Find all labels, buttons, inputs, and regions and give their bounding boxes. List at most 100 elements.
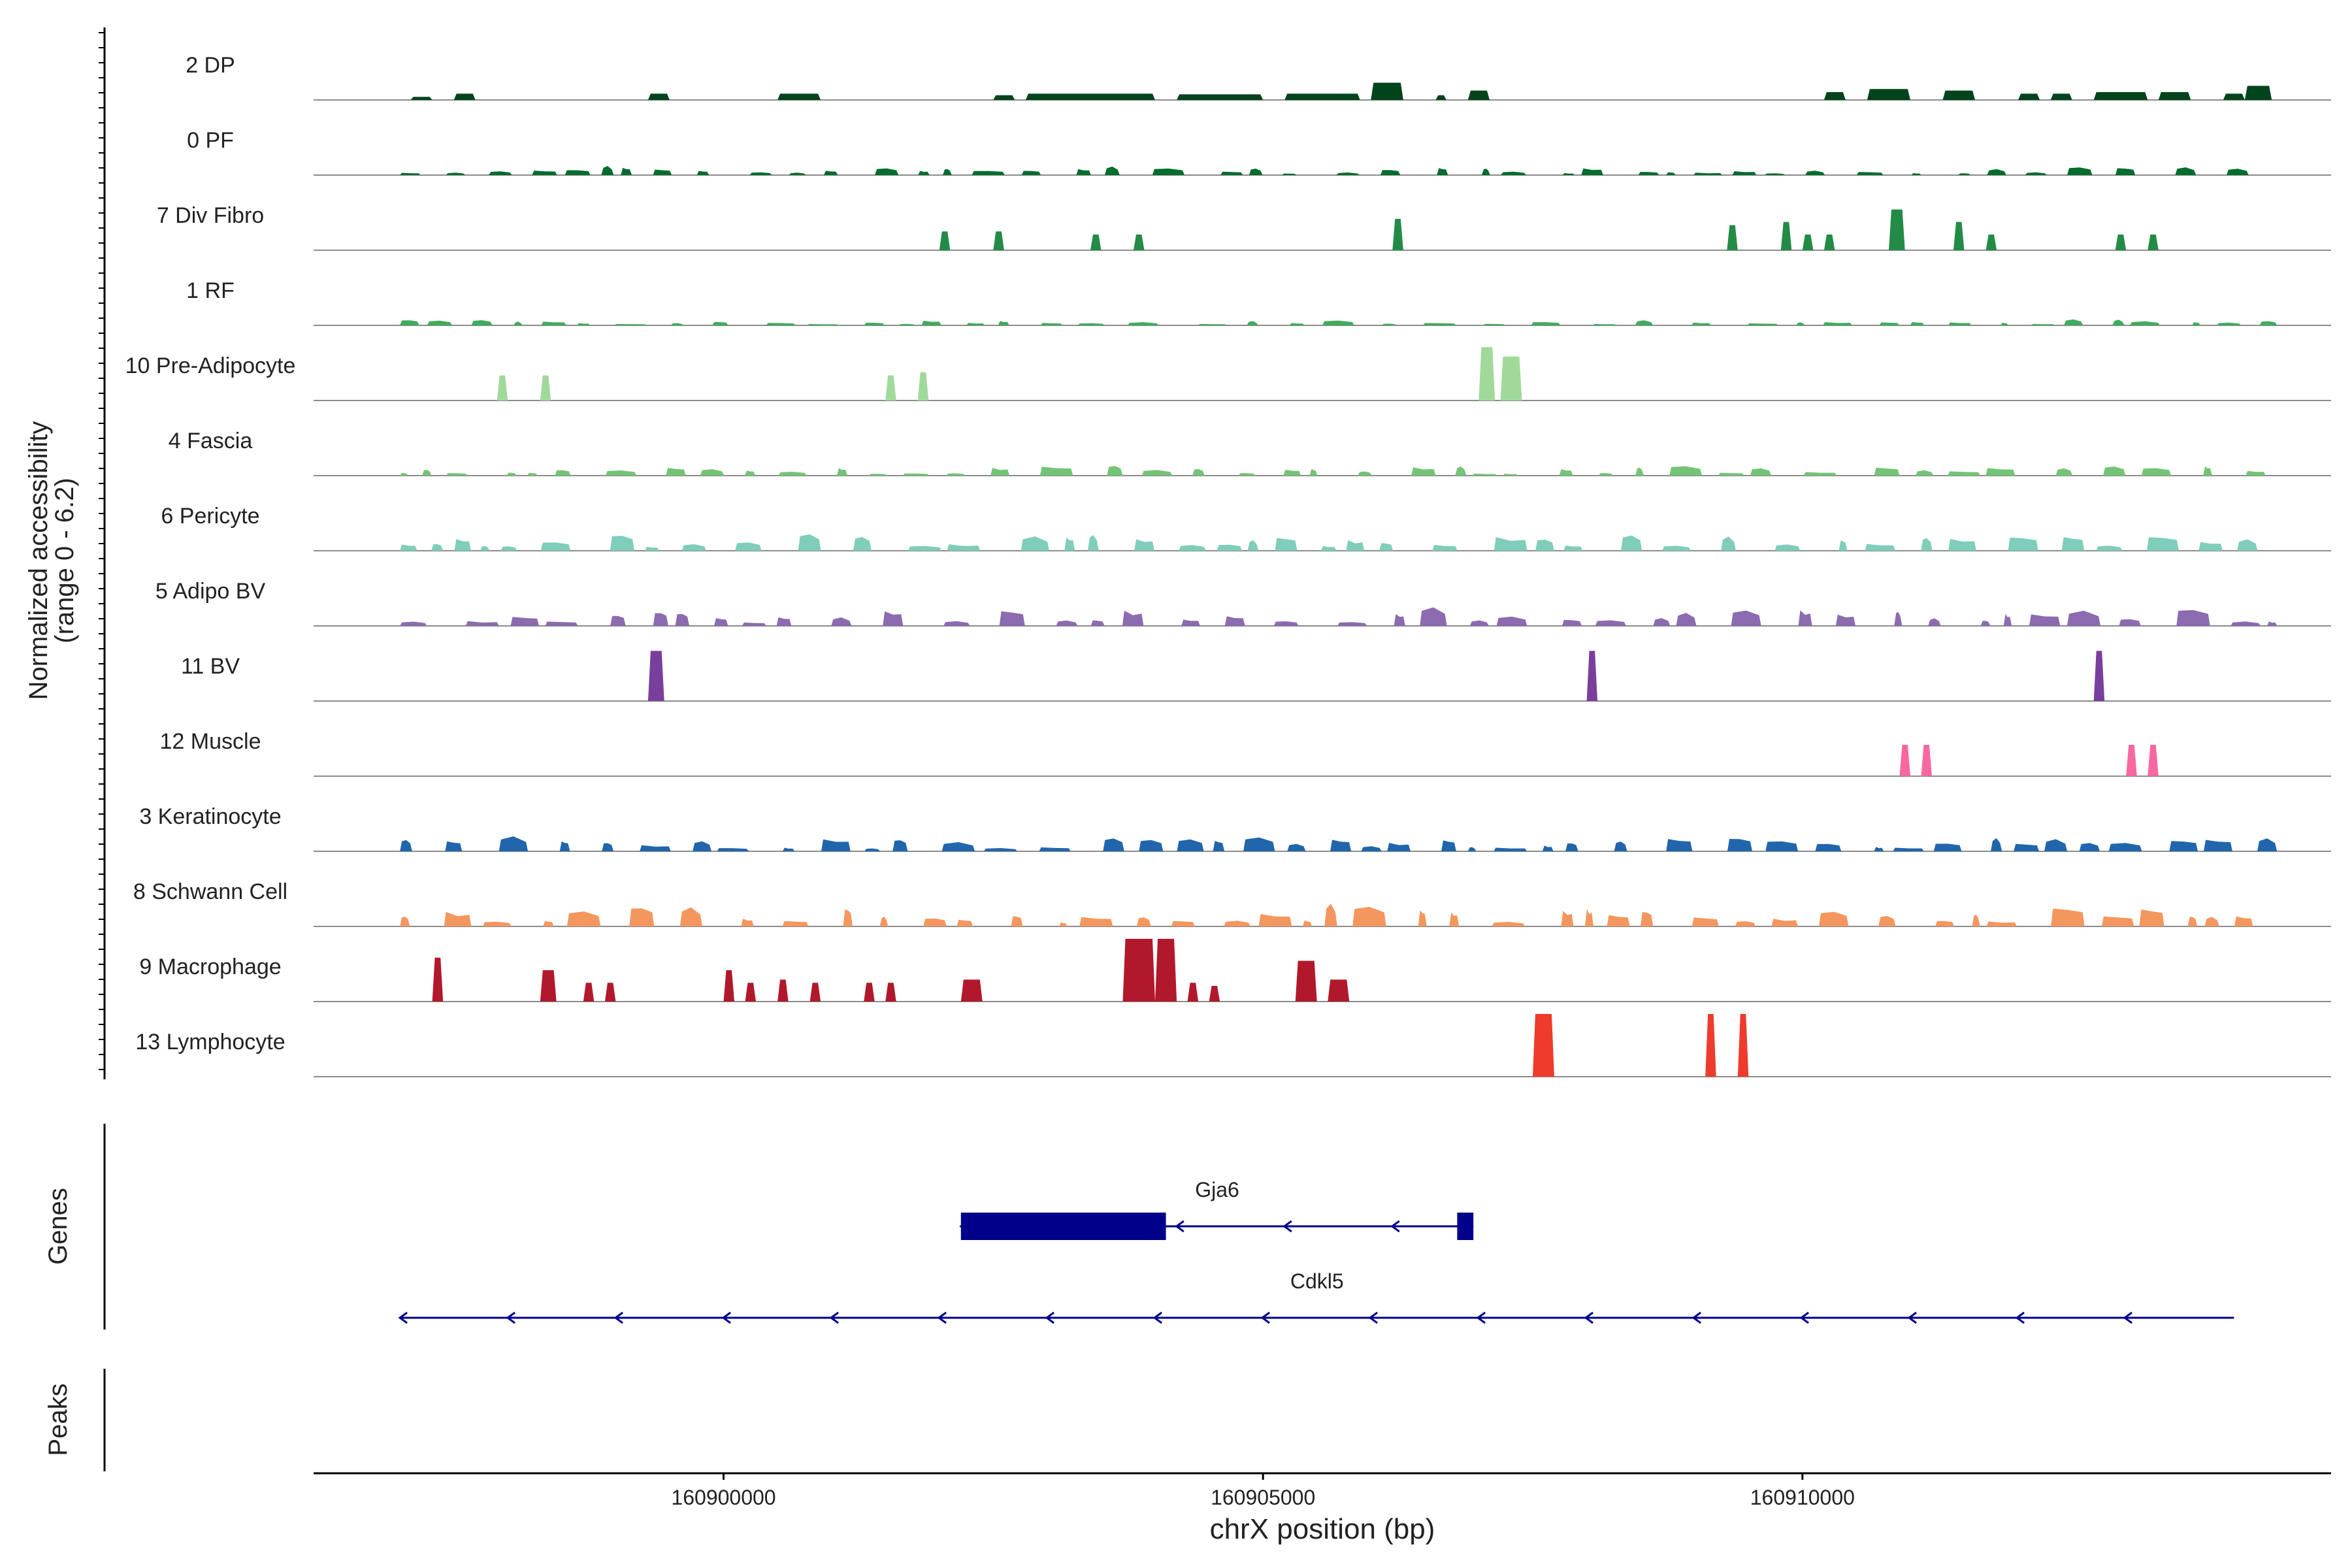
coverage-peak [1727, 225, 1738, 250]
coverage-peak [2018, 93, 2040, 100]
track-4-fascia: 4 Fascia [169, 429, 2331, 476]
coverage-peak [647, 93, 670, 100]
coverage-peak [1737, 1014, 1749, 1077]
x-axis-tick-label: 160900000 [671, 1486, 776, 1509]
strand-arrow [1152, 1311, 1162, 1324]
track-label: 13 Lymphocyte [135, 1030, 285, 1054]
coverage-peak [2050, 93, 2072, 100]
track-11-bv: 11 BV [181, 651, 2331, 702]
strand-arrow [1175, 1220, 1184, 1233]
tracks: 2 DP 0 PF 7 Div Fibro 1 RF 10 Pre-Adipocyte 4… [125, 53, 2331, 1077]
gene-label: Gja6 [1195, 1178, 1239, 1201]
coverage-peak [917, 372, 929, 400]
track-label: 9 Macrophage [139, 955, 281, 979]
track-5-adipo-bv: 5 Adipo BV [155, 579, 2331, 627]
gene-cdkl5: Cdkl5 [398, 1269, 2234, 1324]
coverage-peak [809, 983, 821, 1002]
coverage-peak [864, 983, 875, 1002]
peaks-panel-label: Peaks [44, 1383, 73, 1456]
coverage-peak [1942, 90, 1976, 100]
coverage-peak [2244, 86, 2272, 100]
track-13-lymphocyte: 13 Lymphocyte [135, 1014, 2331, 1077]
coverage-peak [1392, 219, 1403, 250]
coverage-peak [1187, 983, 1199, 1002]
coverage-peak [1889, 209, 1905, 250]
coverage-peak [1823, 235, 1835, 250]
coverage-peak [1328, 979, 1350, 1002]
coverage-peak [1177, 94, 1264, 100]
coverage-peak [1025, 93, 1155, 100]
track-1-rf: 1 RF [186, 278, 2331, 326]
coverage-peak [2115, 235, 2127, 250]
exon [960, 1213, 1166, 1240]
coverage-peak [960, 979, 983, 1002]
strand-arrow [1691, 1311, 1701, 1324]
strand-arrow [937, 1311, 947, 1324]
coverage-peak [400, 534, 2258, 551]
coverage-peak [497, 375, 508, 400]
track-label: 11 BV [181, 654, 240, 679]
strand-arrow [398, 1311, 408, 1324]
coverage-peak [432, 957, 444, 1002]
strand-arrow [2015, 1311, 2025, 1324]
coverage-peak [777, 979, 789, 1002]
coverage-peak [1802, 235, 1814, 250]
track-label: 6 Pericyte [161, 504, 259, 529]
coverage-peak [1500, 356, 1522, 400]
coverage-peak [1155, 939, 1177, 1002]
track-6-pericyte: 6 Pericyte [161, 504, 2331, 551]
strand-arrow [2123, 1311, 2132, 1324]
coverage-peak [647, 651, 664, 701]
strand-arrow [613, 1311, 623, 1324]
coverage-peak [400, 607, 2278, 626]
coverage-peak [2223, 93, 2245, 100]
track-9-macrophage: 9 Macrophage [139, 939, 2331, 1002]
track-0-pf: 0 PF [187, 128, 2331, 176]
gene-gja6: Gja6 [959, 1178, 1474, 1240]
coverage-peak [1823, 92, 1846, 100]
strand-arrow [1260, 1311, 1270, 1324]
coverage-peak [2158, 92, 2191, 100]
strand-arrow [506, 1311, 515, 1324]
track-8-schwann-cell: 8 Schwann Cell [133, 879, 2331, 927]
coverage-peak [604, 983, 616, 1002]
coverage-peak [1371, 82, 1403, 100]
coverage-peak [1435, 95, 1446, 100]
track-7-div-fibro: 7 Div Fibro [157, 203, 2331, 251]
strand-arrow [1907, 1311, 1917, 1324]
coverage-peak [540, 375, 551, 400]
gene-panel: Gja6 Cdkl5 [398, 1178, 2234, 1324]
track-label: 4 Fascia [169, 429, 253, 453]
coverage-peak [885, 983, 896, 1002]
strand-arrow [1390, 1220, 1400, 1233]
coverage-peak [410, 97, 433, 100]
strand-arrow [1282, 1220, 1292, 1233]
track-label: 12 Muscle [160, 729, 261, 754]
gene-label: Cdkl5 [1290, 1269, 1344, 1293]
strand-arrow [1476, 1311, 1486, 1324]
coverage-peak [1921, 745, 1932, 776]
y-axis [99, 27, 106, 1079]
coverage-peak [1090, 235, 1102, 250]
coverage-peak [1533, 1014, 1554, 1077]
coverage-peak [2148, 235, 2159, 250]
track-label: 1 RF [186, 278, 235, 303]
coverage-peak [1780, 221, 1792, 250]
coverage-peak [745, 983, 756, 1002]
coverage-peak [777, 93, 821, 100]
track-label: 0 PF [187, 128, 234, 153]
track-label: 3 Keratinocyte [139, 804, 281, 829]
coverage-peak [1867, 89, 1910, 100]
coverage-peak [583, 983, 595, 1002]
coverage-peak [885, 375, 896, 400]
exon [1457, 1213, 1474, 1240]
track-label: 5 Adipo BV [155, 579, 266, 604]
coverage-peak [1705, 1014, 1716, 1077]
coverage-peak [1953, 221, 1965, 250]
x-axis: 160900000 160905000 160910000 [314, 1472, 2331, 1509]
coverage-peak [400, 466, 2266, 476]
coverage-peak [1467, 90, 1490, 100]
coverage-peak [453, 93, 476, 100]
track-label: 2 DP [186, 53, 235, 78]
